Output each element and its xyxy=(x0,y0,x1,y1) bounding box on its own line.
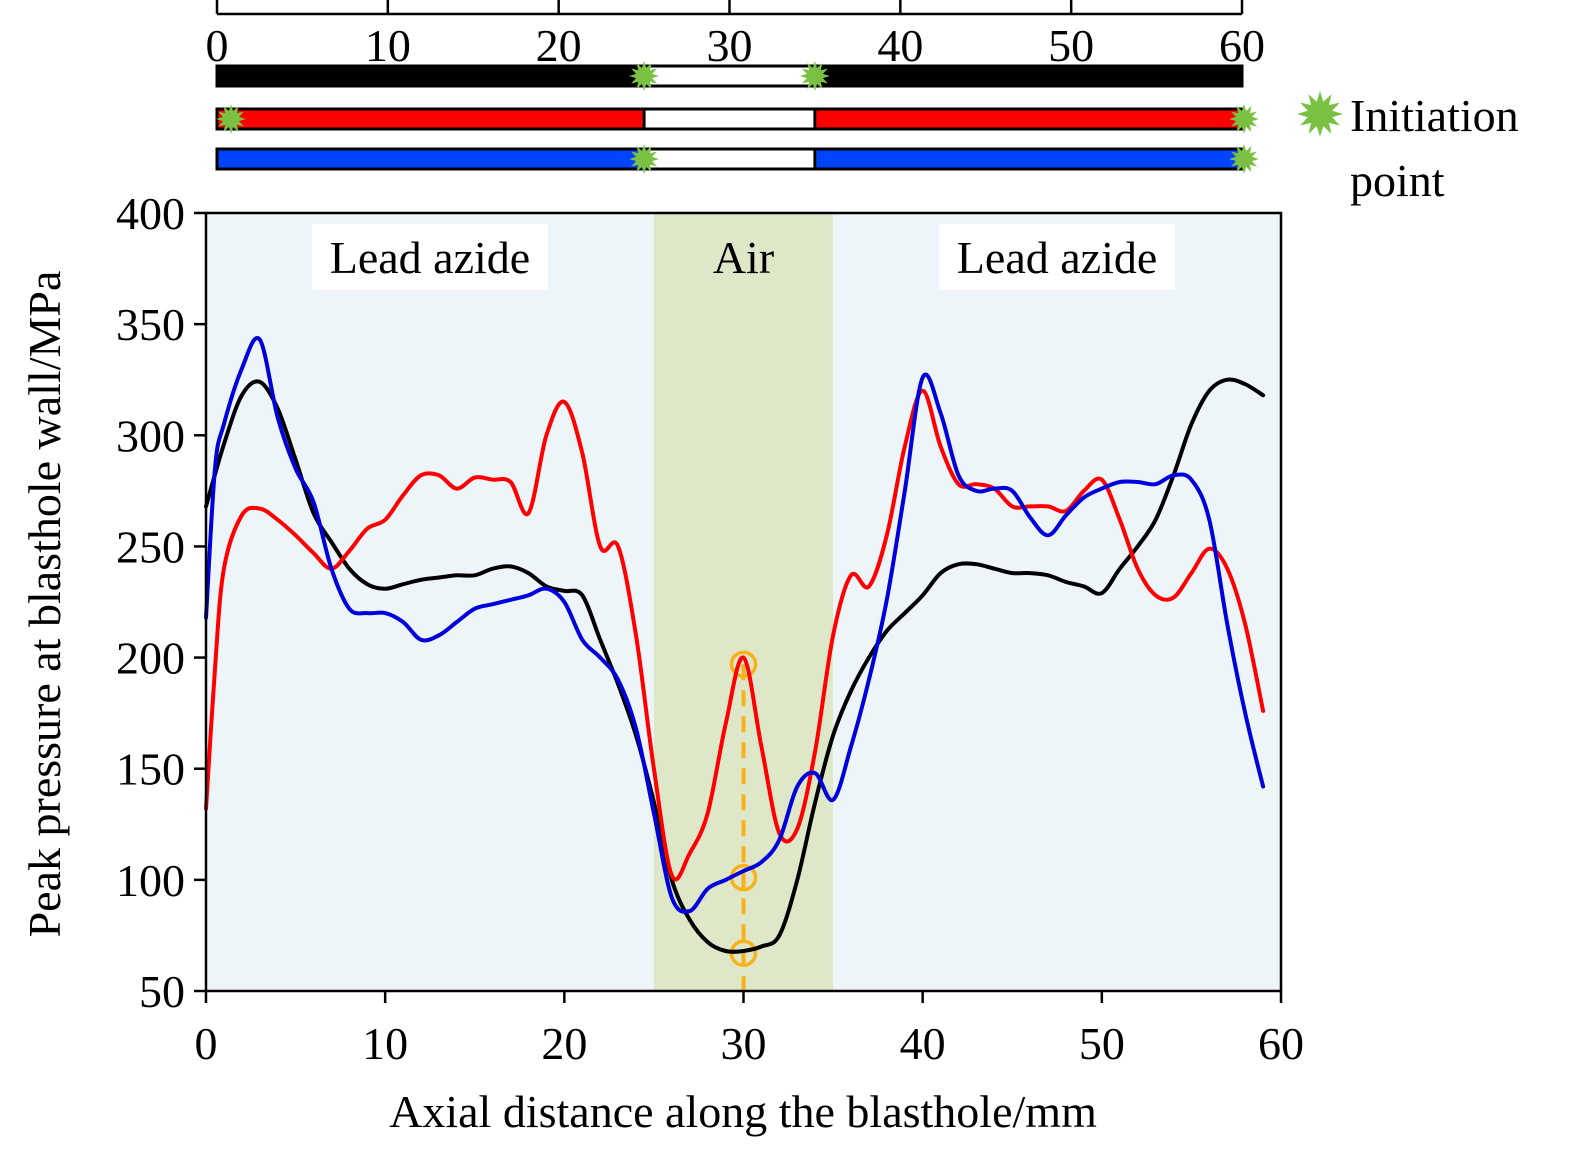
legend-burst xyxy=(1297,91,1343,137)
top-scale-label-5: 50 xyxy=(1048,20,1094,71)
initiation-point-legend-marker xyxy=(1297,91,1343,137)
region-backgrounds xyxy=(206,213,1281,991)
y-tick-label-3: 200 xyxy=(116,633,185,684)
charge-bar-1-explosive-1 xyxy=(816,110,1241,128)
top-scale-label-2: 20 xyxy=(536,20,582,71)
region-label-bg-0 xyxy=(311,224,548,290)
charge-bar-1-explosive-0 xyxy=(218,110,643,128)
x-tick-label-6: 60 xyxy=(1258,1018,1304,1069)
x-axis-label: Axial distance along the blasthole/mm xyxy=(389,1086,1097,1137)
legend: Initiation point xyxy=(1297,90,1519,206)
x-tick-label-4: 40 xyxy=(900,1018,946,1069)
axes: 0 10 20 30 40 50 60 50 100 150 200 250 300 350 400 xyxy=(116,188,1304,1069)
region-label-2: Lead azide xyxy=(957,232,1157,283)
top-scale: 0 10 20 30 40 50 60 xyxy=(206,0,1265,71)
charge-bar-2-explosive-0 xyxy=(218,150,643,168)
legend-label-line1: Initiation xyxy=(1350,90,1519,141)
legend-label-line2: point xyxy=(1350,155,1445,206)
top-scale-label-1: 10 xyxy=(365,20,411,71)
initiation-point-0-1 xyxy=(799,61,830,91)
initiation-point-1-0 xyxy=(216,104,246,134)
region-0 xyxy=(206,213,654,991)
charge-bar-0-explosive-1 xyxy=(816,67,1241,85)
charge-bar-0-explosive-0 xyxy=(218,67,643,85)
y-tick-label-6: 350 xyxy=(116,299,185,350)
series-line-2 xyxy=(204,336,1266,914)
y-tick-label-5: 300 xyxy=(116,410,185,461)
top-scale-label-6: 60 xyxy=(1219,20,1265,71)
region-label-0: Lead azide xyxy=(330,232,530,283)
top-scale-label-3: 30 xyxy=(707,20,753,71)
initiation-point-2-1 xyxy=(1229,144,1259,174)
region-2 xyxy=(833,213,1281,991)
initiation-point-2-0 xyxy=(629,144,660,174)
y-tick-label-0: 50 xyxy=(139,966,185,1017)
region-label-1: Air xyxy=(713,232,774,283)
top-scale-label-4: 40 xyxy=(877,20,923,71)
x-tick-label-5: 50 xyxy=(1079,1018,1125,1069)
x-tick-label-1: 10 xyxy=(362,1018,408,1069)
data-series xyxy=(204,336,1266,954)
y-tick-label-4: 250 xyxy=(116,521,185,572)
initiation-point-0-0 xyxy=(629,61,660,91)
region-label-bg-2 xyxy=(939,224,1176,290)
charge-bars xyxy=(215,61,1259,174)
y-axis-label: Peak pressure at blasthole wall/MPa xyxy=(19,271,70,938)
y-tick-label-1: 100 xyxy=(116,855,185,906)
y-tick-label-7: 400 xyxy=(116,188,185,239)
x-tick-label-0: 0 xyxy=(195,1018,218,1069)
y-tick-label-2: 150 xyxy=(116,744,185,795)
x-tick-label-2: 20 xyxy=(541,1018,587,1069)
x-tick-label-3: 30 xyxy=(721,1018,767,1069)
region-labels: Lead azide Air Lead azide xyxy=(311,224,1176,290)
annotation-point-0 xyxy=(729,650,758,678)
charge-bar-2-explosive-1 xyxy=(816,150,1241,168)
series-line-1 xyxy=(204,388,1266,882)
series-line-0 xyxy=(204,377,1266,954)
initiation-point-1-1 xyxy=(1229,104,1259,134)
top-scale-label-0: 0 xyxy=(206,20,229,71)
